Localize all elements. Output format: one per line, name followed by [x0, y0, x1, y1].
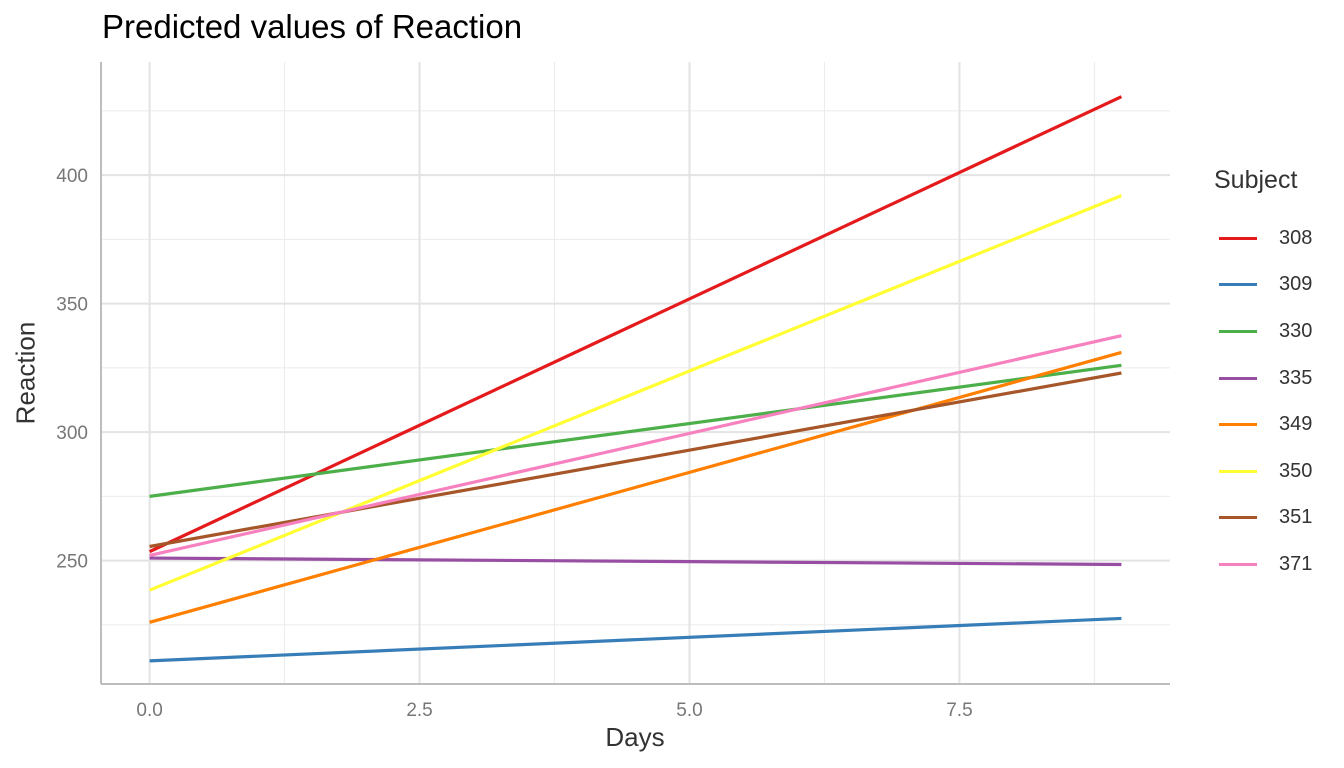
- legend-item-351: 351: [1214, 495, 1312, 542]
- legend-label: 335: [1279, 366, 1313, 389]
- legend-swatch: [1219, 236, 1257, 240]
- y-tick-label: 300: [56, 423, 88, 444]
- y-axis-label: Reaction: [10, 321, 41, 425]
- series-line-335: [149, 556, 1122, 567]
- x-tick-label: 2.5: [406, 700, 432, 721]
- legend-title: Subject: [1214, 166, 1298, 194]
- series-line-330: [149, 363, 1122, 498]
- axes: [100, 62, 1170, 685]
- legend-swatch: [1219, 376, 1257, 380]
- legend-item-308: 308: [1214, 215, 1312, 262]
- minor-gridlines: [101, 62, 1170, 684]
- legend-item-335: 335: [1214, 355, 1312, 402]
- legend-swatch: [1219, 516, 1257, 520]
- series-line-308: [148, 95, 1123, 554]
- y-tick-label: 350: [56, 295, 88, 316]
- x-tick-label: 0.0: [136, 700, 162, 721]
- series-lines: [148, 95, 1123, 663]
- x-tick-label: 7.5: [946, 700, 972, 721]
- legend-swatch: [1219, 423, 1257, 427]
- chart-title: Predicted values of Reaction: [102, 8, 523, 45]
- x-tick-label: 5.0: [676, 700, 702, 721]
- series-line-371: [149, 334, 1122, 558]
- legend-label: 371: [1279, 552, 1313, 575]
- legend-swatch: [1219, 329, 1257, 333]
- legend-item-350: 350: [1214, 448, 1312, 495]
- series-line-351: [149, 371, 1122, 549]
- legend-swatch: [1219, 562, 1257, 566]
- legend-items: 308 309 330 335 349 350 351 371: [1214, 215, 1312, 588]
- y-tick-labels: 250 300 350 400: [56, 166, 88, 573]
- legend-swatch: [1219, 283, 1257, 287]
- legend-item-371: 371: [1214, 541, 1312, 588]
- legend-label: 350: [1279, 459, 1313, 482]
- legend-item-330: 330: [1214, 308, 1312, 355]
- legend-item-309: 309: [1214, 262, 1312, 309]
- x-tick-labels: 0.0 2.5 5.0 7.5: [136, 700, 972, 721]
- legend-item-349: 349: [1214, 401, 1312, 448]
- legend-swatch: [1219, 469, 1257, 473]
- legend: Subject 308 309 330 335 349 350 351 371: [1214, 166, 1312, 588]
- legend-label: 351: [1279, 506, 1313, 529]
- legend-label: 308: [1279, 226, 1313, 249]
- series-line-349: [149, 350, 1122, 624]
- legend-label: 330: [1279, 319, 1313, 342]
- series-line-309: [149, 616, 1122, 663]
- series-line-350: [148, 194, 1123, 592]
- legend-label: 309: [1279, 273, 1313, 296]
- y-tick-label: 400: [56, 166, 88, 187]
- y-tick-label: 250: [56, 552, 88, 573]
- legend-label: 349: [1279, 413, 1313, 436]
